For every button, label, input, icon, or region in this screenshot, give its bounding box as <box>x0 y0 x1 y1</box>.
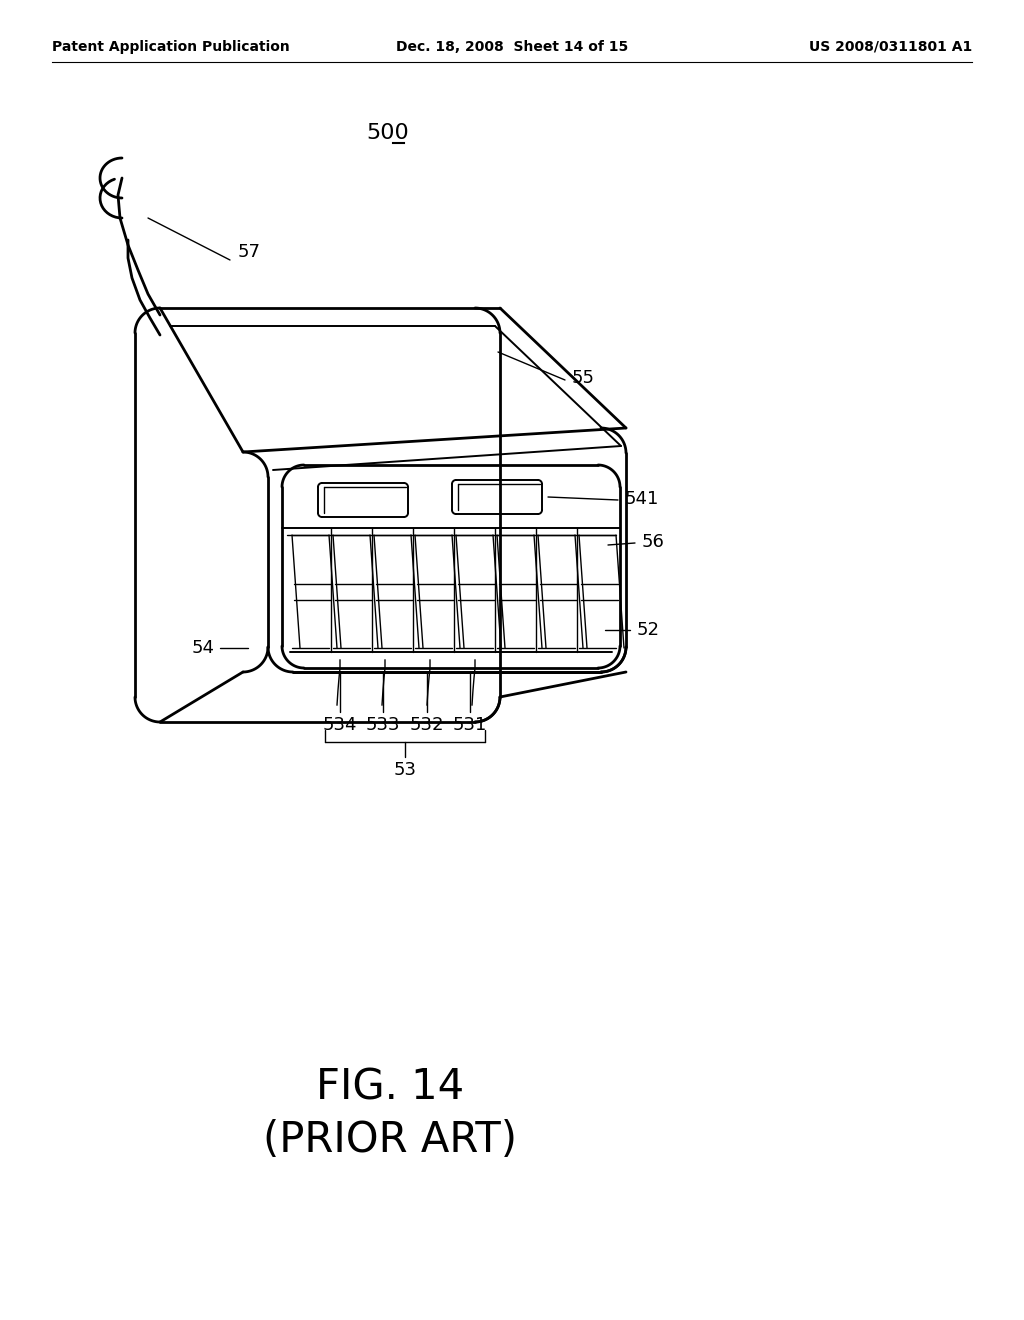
Text: 53: 53 <box>393 762 417 779</box>
Text: 52: 52 <box>637 620 660 639</box>
Text: 532: 532 <box>410 715 444 734</box>
Text: 55: 55 <box>572 370 595 387</box>
Text: 56: 56 <box>642 533 665 550</box>
Text: Dec. 18, 2008  Sheet 14 of 15: Dec. 18, 2008 Sheet 14 of 15 <box>396 40 628 54</box>
Text: 541: 541 <box>625 490 659 508</box>
Text: 500: 500 <box>367 123 410 143</box>
Text: 533: 533 <box>366 715 400 734</box>
Text: Patent Application Publication: Patent Application Publication <box>52 40 290 54</box>
Text: 54: 54 <box>193 639 215 657</box>
Text: 531: 531 <box>453 715 487 734</box>
Text: 57: 57 <box>238 243 261 261</box>
Text: US 2008/0311801 A1: US 2008/0311801 A1 <box>809 40 972 54</box>
Text: FIG. 14: FIG. 14 <box>316 1067 464 1109</box>
Text: 534: 534 <box>323 715 357 734</box>
Text: (PRIOR ART): (PRIOR ART) <box>263 1119 517 1162</box>
